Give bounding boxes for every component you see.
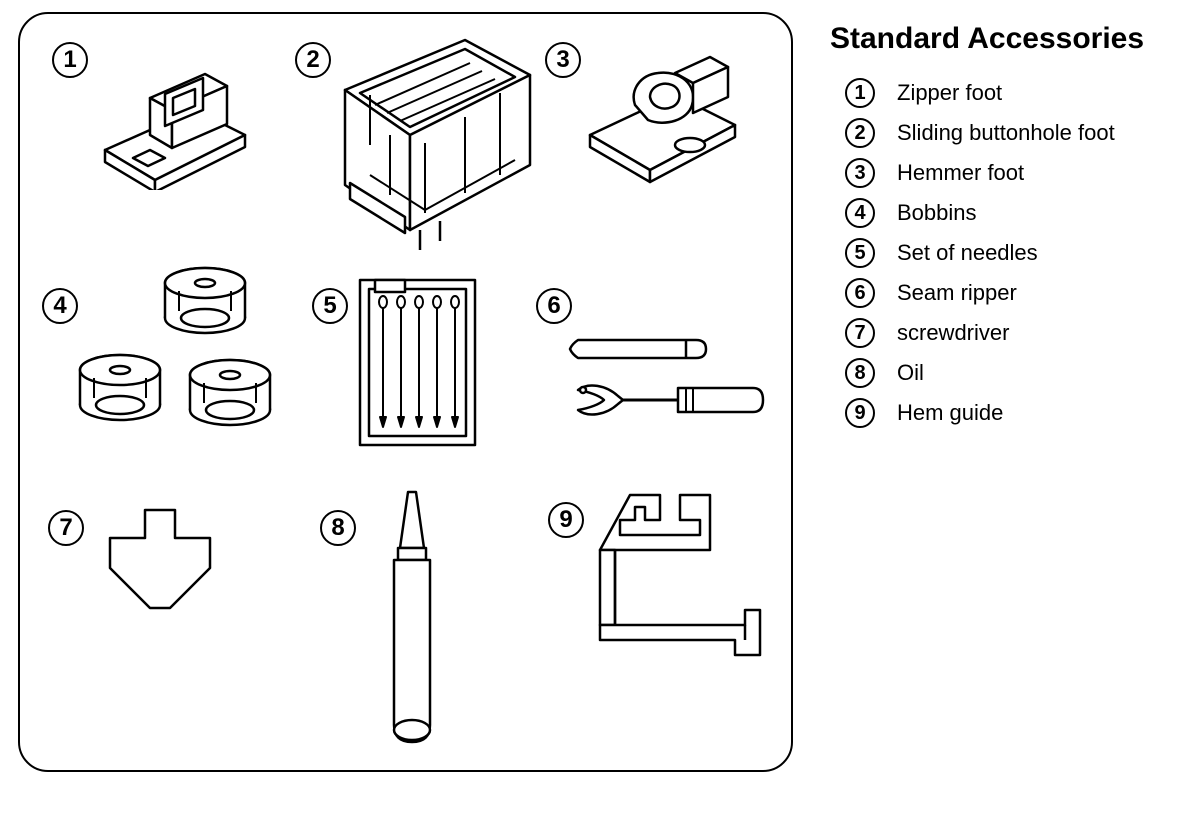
diagram-badge-7: 7 bbox=[48, 510, 84, 546]
screwdriver-icon bbox=[100, 498, 220, 618]
legend-item-2: 2 Sliding buttonhole foot bbox=[845, 118, 1115, 148]
legend-num-2: 2 bbox=[845, 118, 875, 148]
hemmer-foot-icon bbox=[580, 35, 750, 195]
zipper-foot-icon bbox=[95, 40, 255, 190]
legend-num-4: 4 bbox=[845, 198, 875, 228]
legend-num-3: 3 bbox=[845, 158, 875, 188]
legend-num-9: 9 bbox=[845, 398, 875, 428]
diagram-badge-5: 5 bbox=[312, 288, 348, 324]
legend-item-6: 6 Seam ripper bbox=[845, 278, 1115, 308]
legend-label-3: Hemmer foot bbox=[897, 160, 1024, 186]
legend-item-1: 1 Zipper foot bbox=[845, 78, 1115, 108]
diagram-badge-3: 3 bbox=[545, 42, 581, 78]
legend-item-8: 8 Oil bbox=[845, 358, 1115, 388]
legend-label-2: Sliding buttonhole foot bbox=[897, 120, 1115, 146]
legend-item-3: 3 Hemmer foot bbox=[845, 158, 1115, 188]
legend-label-6: Seam ripper bbox=[897, 280, 1017, 306]
legend-num-1: 1 bbox=[845, 78, 875, 108]
legend-list: 1 Zipper foot 2 Sliding buttonhole foot … bbox=[845, 78, 1115, 438]
diagram-badge-8: 8 bbox=[320, 510, 356, 546]
legend-item-9: 9 Hem guide bbox=[845, 398, 1115, 428]
legend-label-4: Bobbins bbox=[897, 200, 977, 226]
legend-item-4: 4 Bobbins bbox=[845, 198, 1115, 228]
hem-guide-icon bbox=[580, 485, 780, 675]
legend-item-7: 7 screwdriver bbox=[845, 318, 1115, 348]
legend-item-5: 5 Set of needles bbox=[845, 238, 1115, 268]
legend-label-8: Oil bbox=[897, 360, 924, 386]
bobbins-icon bbox=[70, 255, 290, 445]
legend-label-1: Zipper foot bbox=[897, 80, 1002, 106]
legend-num-8: 8 bbox=[845, 358, 875, 388]
legend-num-6: 6 bbox=[845, 278, 875, 308]
oil-bottle-icon bbox=[372, 490, 452, 750]
needle-set-icon bbox=[355, 275, 485, 455]
legend-num-7: 7 bbox=[845, 318, 875, 348]
buttonhole-foot-icon bbox=[315, 35, 545, 255]
legend-title: Standard Accessories bbox=[830, 22, 1144, 56]
legend-label-7: screwdriver bbox=[897, 320, 1009, 346]
seam-ripper-icon bbox=[568, 330, 768, 450]
diagram-badge-1: 1 bbox=[52, 42, 88, 78]
diagram-badge-6: 6 bbox=[536, 288, 572, 324]
diagram-badge-9: 9 bbox=[548, 502, 584, 538]
legend-label-9: Hem guide bbox=[897, 400, 1003, 426]
legend-label-5: Set of needles bbox=[897, 240, 1038, 266]
legend-num-5: 5 bbox=[845, 238, 875, 268]
